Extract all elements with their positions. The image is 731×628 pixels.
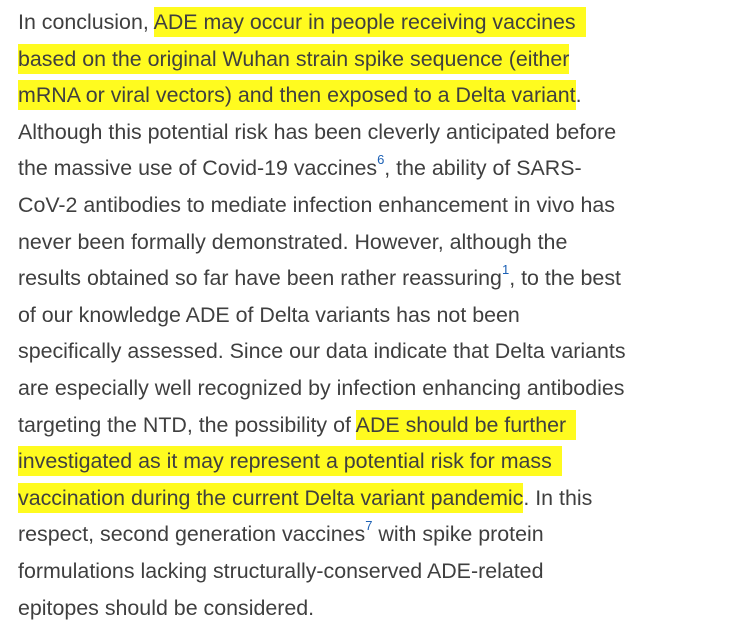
citation-link[interactable]: 6 <box>377 152 385 168</box>
paragraph-conclusion: In conclusion, ADE may occur in people r… <box>18 4 723 626</box>
text-line: targeting the NTD, the possibility of AD… <box>18 407 723 444</box>
text-line: vaccination during the current Delta var… <box>18 480 723 517</box>
text-line: In conclusion, ADE may occur in people r… <box>18 4 723 41</box>
text-segment: , the ability of SARS- <box>384 156 582 181</box>
text-segment: respect, second generation vaccines <box>18 522 366 547</box>
text-line: of our knowledge ADE of Delta variants h… <box>18 302 520 327</box>
highlighted-text: vaccination during the current Delta var… <box>18 482 524 513</box>
text-segment: with spike protein <box>372 522 544 547</box>
text-line: formulations lacking structurally-conser… <box>18 558 544 583</box>
text-line: Although this potential risk has been cl… <box>18 119 617 144</box>
highlighted-text: based on the original Wuhan strain spike… <box>18 43 570 74</box>
text-segment: the massive use of Covid-19 vaccines <box>18 156 378 181</box>
highlighted-text: mRNA or viral vectors) and then exposed … <box>18 80 576 111</box>
text-line: results obtained so far have been rather… <box>18 260 723 297</box>
text-segment: . In this <box>523 485 593 510</box>
text-line: never been formally demonstrated. Howeve… <box>18 229 568 254</box>
text-line: epitopes should be considered. <box>18 595 315 620</box>
text-line: mRNA or viral vectors) and then exposed … <box>18 77 723 114</box>
text-line: specifically assessed. Since our data in… <box>18 339 626 364</box>
text-line: investigated as it may represent a poten… <box>18 443 723 480</box>
text-segment: . <box>575 83 582 108</box>
citation-link[interactable]: 1 <box>501 262 510 278</box>
text-line: are especially well recognized by infect… <box>18 375 625 400</box>
citation-link[interactable]: 7 <box>365 518 373 534</box>
text-line: the massive use of Covid-19 vaccines6, t… <box>18 150 723 187</box>
highlighted-text: ADE may occur in people receiving vaccin… <box>153 7 586 37</box>
text-line: CoV-2 antibodies to mediate infection en… <box>18 192 615 217</box>
text-line: respect, second generation vaccines7 wit… <box>18 516 723 553</box>
text-segment: , to the best <box>509 266 621 291</box>
text-segment: In conclusion, <box>18 10 154 34</box>
text-segment: targeting the NTD, the possibility of <box>18 412 356 437</box>
highlighted-text: ADE should be further <box>355 409 577 440</box>
text-segment: results obtained so far have been rather… <box>18 266 502 291</box>
highlighted-text: investigated as it may represent a poten… <box>18 446 562 477</box>
text-line: based on the original Wuhan strain spike… <box>18 41 723 78</box>
